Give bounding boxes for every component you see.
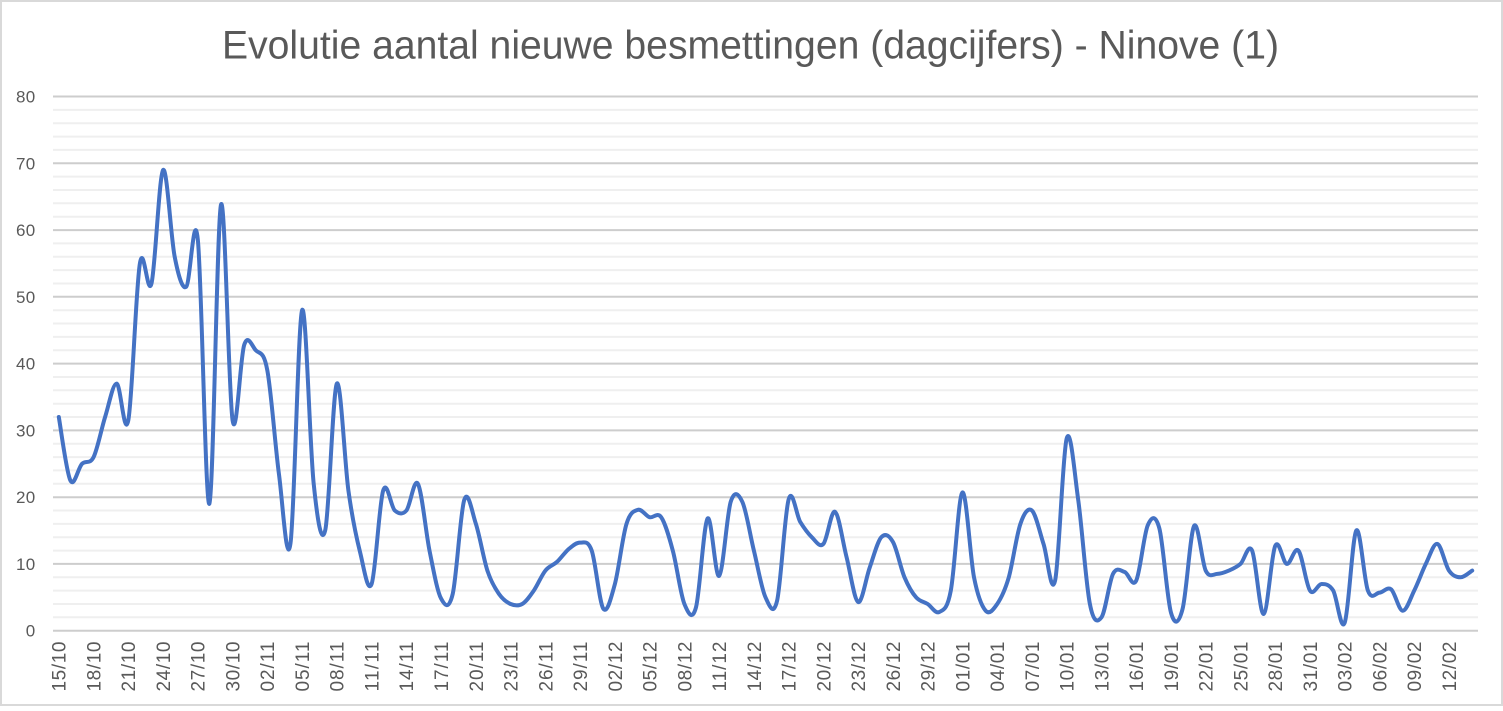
svg-text:15/10: 15/10 bbox=[50, 642, 71, 692]
svg-text:80: 80 bbox=[16, 88, 36, 107]
svg-text:10/01: 10/01 bbox=[1058, 642, 1079, 692]
svg-text:28/01: 28/01 bbox=[1266, 642, 1287, 692]
svg-text:26/12: 26/12 bbox=[884, 642, 905, 692]
svg-text:09/02: 09/02 bbox=[1405, 642, 1426, 692]
svg-text:14/12: 14/12 bbox=[745, 642, 766, 692]
svg-text:20/12: 20/12 bbox=[814, 642, 835, 692]
svg-text:08/12: 08/12 bbox=[675, 642, 696, 692]
svg-text:29/11: 29/11 bbox=[571, 642, 592, 692]
svg-text:03/02: 03/02 bbox=[1336, 642, 1357, 692]
svg-text:04/01: 04/01 bbox=[988, 642, 1009, 692]
svg-text:0: 0 bbox=[26, 622, 36, 641]
svg-text:29/12: 29/12 bbox=[919, 642, 940, 692]
svg-text:24/10: 24/10 bbox=[154, 642, 175, 692]
svg-text:10: 10 bbox=[16, 555, 36, 574]
svg-text:05/11: 05/11 bbox=[293, 642, 314, 692]
svg-text:06/02: 06/02 bbox=[1370, 642, 1391, 692]
svg-text:70: 70 bbox=[16, 154, 36, 173]
svg-text:Evolutie aantal nieuwe besmett: Evolutie aantal nieuwe besmettingen (dag… bbox=[222, 23, 1279, 67]
svg-text:19/01: 19/01 bbox=[1162, 642, 1183, 692]
svg-text:23/11: 23/11 bbox=[502, 642, 523, 692]
svg-text:11/12: 11/12 bbox=[710, 642, 731, 692]
svg-text:26/11: 26/11 bbox=[536, 642, 557, 692]
svg-text:08/11: 08/11 bbox=[328, 642, 349, 692]
svg-text:07/01: 07/01 bbox=[1023, 642, 1044, 692]
svg-text:01/01: 01/01 bbox=[953, 642, 974, 692]
svg-text:02/12: 02/12 bbox=[606, 642, 627, 692]
svg-text:60: 60 bbox=[16, 221, 36, 240]
svg-text:11/11: 11/11 bbox=[363, 642, 384, 692]
svg-text:14/11: 14/11 bbox=[397, 642, 418, 692]
svg-text:40: 40 bbox=[16, 355, 36, 374]
svg-text:20: 20 bbox=[16, 488, 36, 507]
svg-text:21/10: 21/10 bbox=[119, 642, 140, 692]
svg-text:02/11: 02/11 bbox=[258, 642, 279, 692]
svg-text:30: 30 bbox=[16, 421, 36, 440]
svg-text:27/10: 27/10 bbox=[189, 642, 210, 692]
svg-text:31/01: 31/01 bbox=[1301, 642, 1322, 692]
svg-text:12/02: 12/02 bbox=[1440, 642, 1461, 692]
svg-text:50: 50 bbox=[16, 288, 36, 307]
svg-text:25/01: 25/01 bbox=[1231, 642, 1252, 692]
svg-text:20/11: 20/11 bbox=[467, 642, 488, 692]
svg-text:17/11: 17/11 bbox=[432, 642, 453, 692]
svg-text:23/12: 23/12 bbox=[849, 642, 870, 692]
svg-text:13/01: 13/01 bbox=[1092, 642, 1113, 692]
svg-text:30/10: 30/10 bbox=[224, 642, 245, 692]
svg-text:05/12: 05/12 bbox=[641, 642, 662, 692]
svg-text:18/10: 18/10 bbox=[85, 642, 106, 692]
svg-text:17/12: 17/12 bbox=[780, 642, 801, 692]
svg-text:22/01: 22/01 bbox=[1197, 642, 1218, 692]
svg-text:16/01: 16/01 bbox=[1127, 642, 1148, 692]
